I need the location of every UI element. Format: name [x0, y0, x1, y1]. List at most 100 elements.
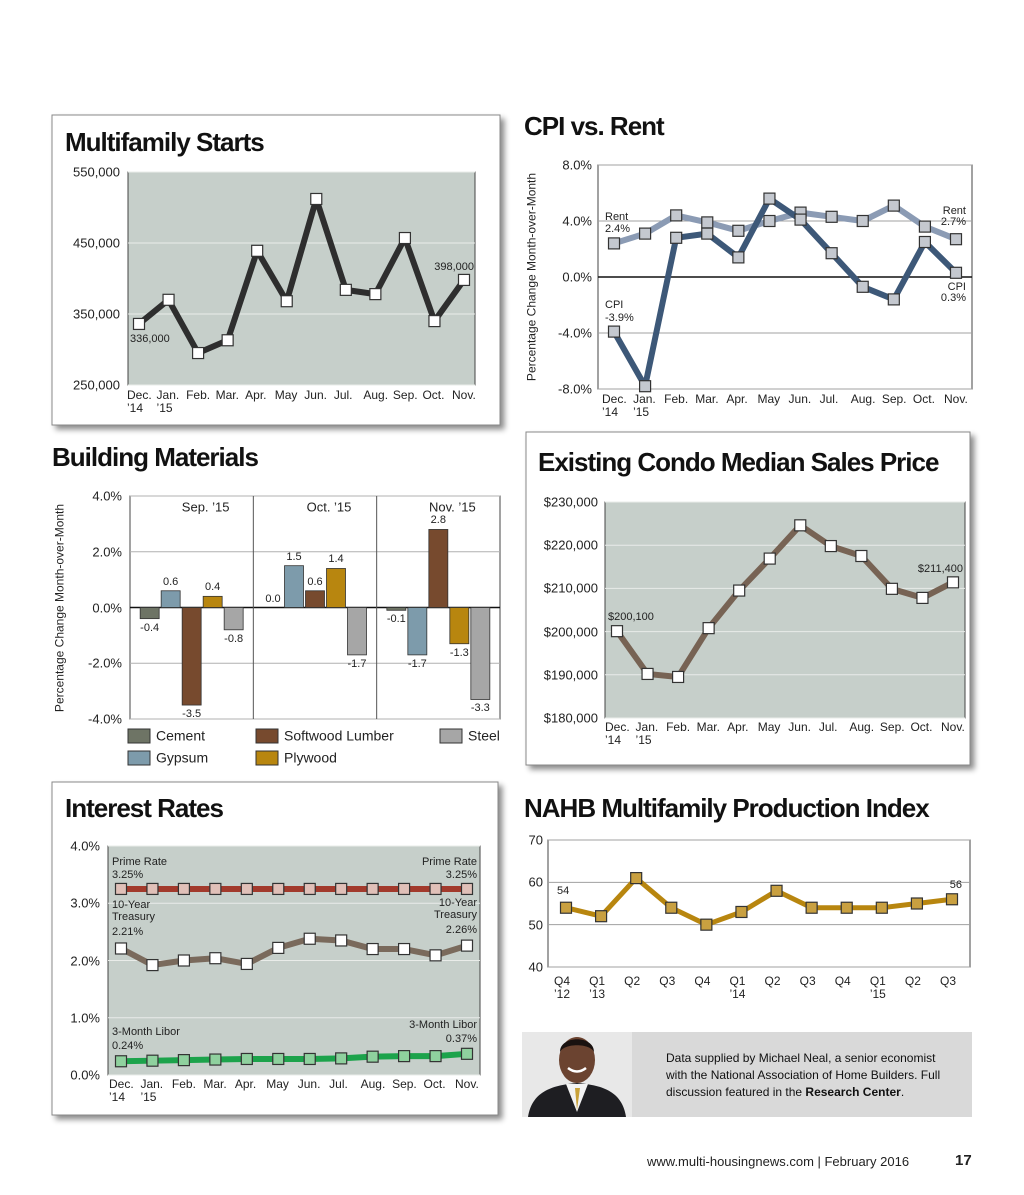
- value-label: 54: [557, 884, 570, 897]
- value-label: -0.1: [386, 613, 406, 626]
- value-label: 0.6: [163, 575, 179, 588]
- y-tick-label: $190,000: [543, 667, 598, 683]
- x-tick-label: Mar.: [203, 1077, 227, 1091]
- marker: [763, 214, 776, 228]
- legend-swatch: [255, 728, 279, 744]
- marker: [670, 231, 683, 244]
- marker: [428, 315, 441, 328]
- x-tick-label: Aug.: [363, 388, 389, 402]
- series-label: 3-Month Libor: [409, 1018, 477, 1031]
- marker: [209, 1053, 222, 1066]
- x-tick-label: Aug.: [850, 392, 876, 406]
- value-label: 0.0: [265, 592, 281, 605]
- x-tick-label: Q2: [764, 974, 781, 988]
- x-tick-label: Sep.: [881, 392, 907, 406]
- x-tick-label: Jul.: [818, 720, 838, 734]
- value-label: 0.6: [307, 575, 323, 588]
- marker: [303, 1052, 316, 1066]
- y-tick-label: 350,000: [73, 306, 120, 322]
- marker: [303, 882, 316, 896]
- group-label: Oct. ’15: [306, 499, 352, 515]
- value-label: -1.7: [407, 657, 427, 670]
- marker: [303, 932, 316, 945]
- bar: [347, 607, 367, 656]
- marker: [177, 954, 191, 967]
- y-tick-label: 4.0%: [562, 213, 592, 229]
- y-tick-label: 60: [528, 874, 543, 890]
- x-tick-label: Q3: [659, 974, 676, 988]
- value-label: 2.7%: [940, 216, 966, 229]
- x-tick-label: Q3: [799, 974, 816, 988]
- bar: [139, 607, 160, 620]
- x-tick-label: Feb.: [664, 392, 689, 406]
- group-label: Nov. ’15: [428, 499, 476, 515]
- chart-title: CPI vs. Rent: [524, 111, 665, 141]
- marker: [855, 549, 868, 563]
- marker: [335, 1052, 348, 1065]
- sidebar-end: .: [900, 1085, 905, 1099]
- marker: [240, 957, 253, 971]
- y-axis-label: Percentage Change Month-over-Month: [52, 503, 67, 712]
- marker: [146, 958, 159, 972]
- x-tick-label: Nov.: [944, 392, 968, 406]
- series-label: Rent: [605, 211, 629, 224]
- x-tick-label: Jan. ’15: [633, 392, 656, 419]
- marker: [369, 288, 382, 301]
- legend-swatch: [127, 728, 151, 744]
- marker: [770, 884, 783, 897]
- bar: [181, 607, 202, 706]
- x-tick-label: Jan. ’15: [635, 720, 659, 747]
- bar: [470, 607, 491, 700]
- value-label: $211,400: [917, 563, 963, 576]
- series-label: 10-Year Treasury: [112, 899, 155, 924]
- marker: [887, 199, 900, 212]
- series-label: CPI: [605, 298, 624, 311]
- marker: [910, 897, 924, 910]
- marker: [177, 882, 191, 896]
- y-tick-label: -4.0%: [558, 325, 592, 341]
- y-tick-label: $210,000: [543, 580, 598, 596]
- x-tick-label: May: [274, 388, 298, 402]
- x-tick-label: Dec. ’14: [602, 392, 627, 419]
- value-label: 0.4: [205, 581, 221, 594]
- legend-swatch: [255, 750, 279, 766]
- value-label: 2.4%: [605, 223, 631, 236]
- x-tick-label: Sep.: [879, 720, 905, 734]
- marker: [398, 231, 412, 245]
- marker: [272, 941, 285, 955]
- marker: [146, 882, 159, 896]
- marker: [763, 552, 776, 565]
- line: [611, 195, 959, 390]
- x-tick-label: Q3: [940, 974, 957, 988]
- series-label: 3-Month Libor: [112, 1026, 180, 1039]
- chart-title: Existing Condo Median Sales Price: [538, 447, 939, 477]
- sidebar-body: Data supplied by Michael Neal, a senior …: [666, 1051, 941, 1099]
- y-tick-label: $180,000: [543, 710, 598, 726]
- marker: [630, 871, 643, 885]
- marker: [670, 209, 683, 222]
- bar: [160, 590, 181, 608]
- bar: [428, 529, 449, 608]
- marker: [732, 251, 745, 264]
- marker: [856, 280, 869, 293]
- marker: [559, 901, 573, 914]
- marker: [946, 576, 960, 589]
- marker: [607, 325, 621, 338]
- y-tick-label: 550,000: [73, 164, 120, 180]
- x-tick-label: Oct.: [910, 720, 933, 734]
- marker: [209, 882, 222, 896]
- sidebar-link[interactable]: Research Center: [805, 1085, 901, 1099]
- bar: [407, 607, 428, 656]
- x-tick-label: Feb.: [186, 388, 211, 402]
- value-label: 0.37%: [445, 1032, 477, 1045]
- series-label: CPI: [947, 280, 966, 293]
- x-tick-label: May: [757, 720, 781, 734]
- value-label: $200,100: [608, 611, 654, 624]
- x-tick-label: Apr.: [726, 392, 748, 406]
- x-tick-label: Jun.: [297, 1077, 321, 1091]
- marker: [366, 882, 379, 896]
- plot-area: [604, 501, 966, 719]
- marker: [885, 582, 899, 595]
